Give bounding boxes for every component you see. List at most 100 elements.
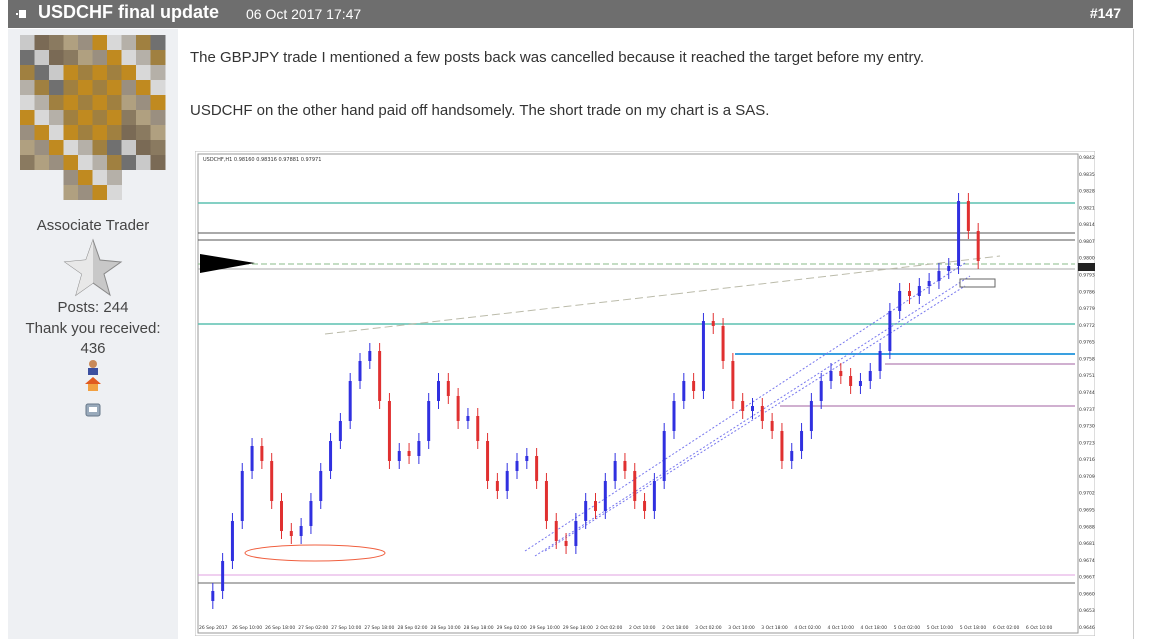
candle-body <box>515 461 519 471</box>
avatar-pixel <box>78 155 93 170</box>
candle-body <box>564 541 568 546</box>
price-label: 0.98145 <box>1079 222 1095 228</box>
avatar-pixel <box>34 95 50 110</box>
time-label: 27 Sep 02:00 <box>298 625 328 631</box>
time-label: 28 Sep 02:00 <box>397 625 427 631</box>
user-rank: Associate Trader <box>36 217 150 234</box>
price-label: 0.96535 <box>1079 608 1095 614</box>
candle-body <box>280 501 283 531</box>
avatar-pixel <box>49 80 64 95</box>
user-icons <box>85 360 101 417</box>
avatar-pixel <box>92 170 108 185</box>
price-label: 0.97865 <box>1079 289 1095 295</box>
avatar-pixel <box>20 35 35 50</box>
candle-body <box>495 481 499 491</box>
candle-body <box>584 501 588 521</box>
post-number[interactable]: #147 <box>1089 5 1121 21</box>
candle-body <box>868 371 872 381</box>
candle-body <box>721 326 725 361</box>
candle-body <box>917 286 921 296</box>
candle-body <box>338 421 342 441</box>
avatar-pixel <box>107 125 122 140</box>
candle-body <box>760 406 764 421</box>
avatar-pixel <box>63 140 79 155</box>
avatar-pixel <box>121 50 137 65</box>
candle-body <box>397 451 401 461</box>
candle-body <box>387 401 391 461</box>
candle-body <box>505 471 509 491</box>
home-icon[interactable] <box>85 377 101 384</box>
avatar-pixel <box>49 50 64 65</box>
price-label: 0.96675 <box>1079 575 1095 581</box>
avatar-pixel <box>136 140 151 155</box>
time-label: 27 Sep 10:00 <box>331 625 361 631</box>
candle-body <box>240 471 244 521</box>
avatar-pixel <box>150 50 166 65</box>
candle-body <box>692 381 696 391</box>
avatar-pixel <box>136 65 151 80</box>
post-title[interactable]: USDCHF final update <box>38 2 220 22</box>
time-label: 2 Oct 02:00 <box>596 625 623 631</box>
price-label: 0.97655 <box>1079 340 1095 346</box>
post-paragraph: The GBPJPY trade I mentioned a few posts… <box>190 49 925 66</box>
candle-body <box>878 351 882 371</box>
time-label: 26 Sep 18:00 <box>265 625 295 631</box>
avatar-pixel <box>150 65 166 80</box>
avatar-pixel <box>92 110 108 125</box>
chart-caption: USDCHF,H1 0.98160 0.98316 0.97881 0.9797… <box>203 157 321 163</box>
time-label: 5 Oct 10:00 <box>927 625 954 631</box>
avatar-pixel <box>49 110 64 125</box>
candle-body <box>544 481 548 521</box>
price-label: 0.97095 <box>1079 474 1095 480</box>
price-label: 0.97025 <box>1079 491 1095 497</box>
candle-body <box>652 481 656 511</box>
time-label: 29 Sep 02:00 <box>497 625 527 631</box>
candle-body <box>908 291 911 296</box>
time-label: 2 Oct 10:00 <box>629 625 656 631</box>
time-label: 6 Oct 10:00 <box>1026 625 1053 631</box>
time-label: 27 Sep 18:00 <box>364 625 394 631</box>
avatar-pixel <box>107 185 122 200</box>
avatar-pixel <box>92 35 108 50</box>
candle-body <box>947 266 951 271</box>
avatar-pixel <box>121 65 137 80</box>
candle-body <box>927 281 931 286</box>
candle-body <box>358 361 362 381</box>
price-label: 0.98425 <box>1079 155 1095 161</box>
candle-body <box>957 201 961 266</box>
avatar-pixel <box>107 110 122 125</box>
avatar-pixel <box>107 95 122 110</box>
post-paragraph: USDCHF on the other hand paid off handso… <box>190 102 770 119</box>
avatar-pixel <box>92 65 108 80</box>
avatar-pixel <box>107 65 122 80</box>
avatar-pixel <box>78 35 93 50</box>
candle-body <box>417 441 421 456</box>
price-label: 0.97375 <box>1079 407 1095 413</box>
profile-icon[interactable] <box>89 360 97 368</box>
price-label: 0.97445 <box>1079 390 1095 396</box>
price-label: 0.97935 <box>1079 273 1095 279</box>
candle-body <box>378 351 382 401</box>
candle-body <box>829 371 833 381</box>
avatar-pixel <box>78 140 93 155</box>
avatar-pixel <box>107 155 122 170</box>
price-label: 0.96605 <box>1079 591 1095 597</box>
avatar-pixel <box>136 80 151 95</box>
avatar-pixel <box>20 95 35 110</box>
avatar-pixel <box>78 95 93 110</box>
price-label: 0.96885 <box>1079 524 1095 530</box>
avatar-pixel <box>136 95 151 110</box>
avatar-pixel <box>63 50 79 65</box>
chart-image[interactable]: USDCHF,H1 0.98160 0.98316 0.97881 0.9797… <box>195 151 1095 636</box>
candle-body <box>407 451 411 456</box>
avatar-pixel <box>136 155 151 170</box>
candle-body <box>299 526 303 536</box>
candle-body <box>270 461 274 501</box>
rank-star <box>63 238 123 297</box>
avatar-pixel <box>78 65 93 80</box>
time-label: 3 Oct 18:00 <box>761 625 788 631</box>
time-label: 2 Oct 18:00 <box>662 625 689 631</box>
avatar[interactable] <box>8 35 178 225</box>
avatar-pixel <box>107 50 122 65</box>
candle-body <box>476 416 480 441</box>
